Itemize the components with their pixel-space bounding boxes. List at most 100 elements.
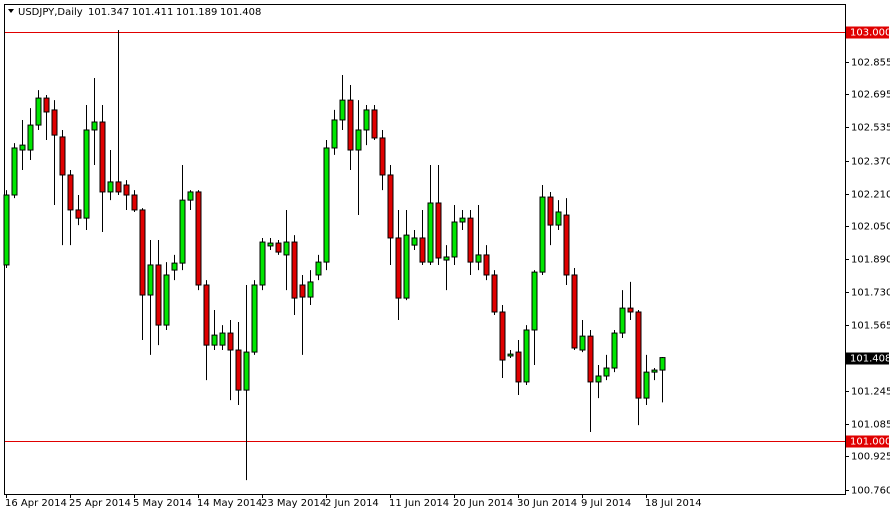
level-label-box: [846, 26, 889, 39]
candle-body: [131, 194, 138, 211]
y-tick-label: 101.565: [851, 321, 890, 332]
candle-body: [347, 99, 354, 151]
candle-body: [611, 332, 618, 369]
candle-body: [315, 261, 322, 276]
candle-body: [187, 191, 194, 201]
candle-body: [275, 242, 282, 253]
x-tick-label: 18 Jul 2014: [645, 498, 702, 509]
candle-body: [595, 375, 602, 383]
candle-body: [427, 202, 434, 263]
y-tick-label: 100.760: [851, 486, 890, 497]
x-tick-label: 5 May 2014: [133, 498, 192, 509]
candle-body: [107, 181, 114, 193]
candle-body: [331, 119, 338, 149]
candle-body: [27, 124, 34, 151]
candle-body: [235, 349, 242, 391]
chart-title: USDJPY,Daily: [18, 7, 83, 18]
candle-body: [651, 369, 658, 373]
candle-body: [635, 311, 642, 399]
x-tick-label: 2 Jun 2014: [325, 498, 379, 509]
y-tick-label: 102.370: [851, 157, 890, 168]
candle-body: [139, 209, 146, 296]
candle-body: [203, 284, 210, 346]
current-price-label: 101.408: [850, 354, 890, 365]
candle-body: [283, 241, 290, 256]
candle-body: [467, 217, 474, 263]
candle-body: [195, 191, 202, 286]
candle-body: [603, 367, 610, 377]
candle-body: [163, 274, 170, 326]
candle-body: [259, 241, 266, 286]
candle-body: [219, 332, 226, 346]
candle-body: [451, 221, 458, 258]
candle-body: [291, 241, 298, 299]
candle-body: [115, 181, 122, 193]
candle-body: [11, 147, 18, 196]
header-open: 101.347: [88, 7, 129, 18]
header-high: 101.411: [132, 7, 173, 18]
x-tick-label: 11 Jun 2014: [389, 498, 449, 509]
candle-body: [83, 129, 90, 219]
y-tick-label: 102.695: [851, 90, 890, 101]
candle-body: [419, 237, 426, 263]
candle-body: [243, 351, 250, 391]
x-tick-label: 16 Apr 2014: [5, 498, 67, 509]
candle-body: [35, 97, 42, 126]
candle-body: [483, 254, 490, 276]
level-label-box: [846, 435, 889, 448]
candle-body: [515, 351, 522, 383]
candle-body: [539, 196, 546, 273]
candle-body: [363, 109, 370, 131]
y-tick-label: 100.925: [851, 452, 890, 463]
candle-body: [659, 357, 666, 371]
candle-body: [571, 274, 578, 349]
candle-body: [395, 237, 402, 299]
header-close: 101.408: [220, 7, 261, 18]
candle-body: [59, 136, 66, 176]
candle-body: [355, 129, 362, 151]
candle-body: [587, 335, 594, 383]
candle-body: [323, 147, 330, 263]
level-label: 101.000: [850, 437, 890, 448]
candle-body: [547, 196, 554, 226]
y-tick-label: 101.085: [851, 420, 890, 431]
candle-body: [227, 332, 234, 351]
candle-body: [123, 184, 130, 196]
candle-body: [99, 121, 106, 193]
candle-body: [475, 254, 482, 263]
y-tick-label: 102.050: [851, 222, 890, 233]
y-tick-label: 102.855: [851, 58, 890, 69]
candle-body: [531, 271, 538, 331]
candle-body: [387, 174, 394, 239]
candle-body: [19, 144, 26, 151]
candle-body: [179, 199, 186, 264]
candle-body: [443, 256, 450, 261]
x-tick-label: 30 Jun 2014: [517, 498, 577, 509]
candle-body: [523, 329, 530, 383]
candle-body: [403, 234, 410, 299]
candle-body: [491, 274, 498, 313]
candle-body: [171, 262, 178, 271]
menu-triangle: [8, 9, 14, 13]
candle-body: [43, 97, 50, 113]
candle-body: [3, 194, 10, 266]
candle-body: [619, 307, 626, 334]
x-tick-label: 23 May 2014: [261, 498, 326, 509]
candle-body: [499, 311, 506, 361]
candle-body: [307, 281, 314, 298]
x-tick-label: 20 Jun 2014: [453, 498, 513, 509]
candle-body: [267, 242, 274, 247]
ohlc-header: 101.347 101.411 101.189 101.408: [88, 7, 261, 18]
candle-body: [371, 109, 378, 139]
candle-body: [555, 211, 562, 226]
x-tick-label: 25 Apr 2014: [69, 498, 131, 509]
candle-body: [459, 217, 466, 223]
current-price-box: [846, 352, 889, 365]
candle-body: [147, 264, 154, 296]
candle-body: [579, 335, 586, 351]
candle-body: [211, 334, 218, 346]
candle-body: [51, 109, 58, 136]
candle-body: [563, 214, 570, 276]
